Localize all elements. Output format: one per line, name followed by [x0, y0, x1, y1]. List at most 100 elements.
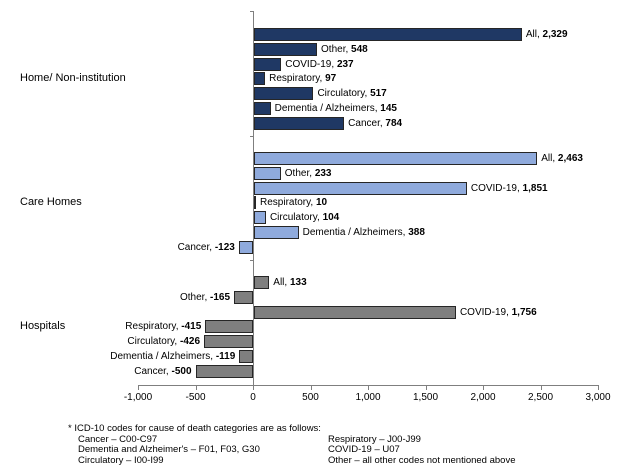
bar-category-name: Cancer [178, 242, 215, 253]
axis-tick-1-500 [425, 385, 427, 390]
bar-hospitals-covid-19 [254, 305, 456, 319]
bar-category-name: COVID-19 [471, 183, 523, 194]
axis-tick-label-1-000: 1,000 [355, 392, 381, 403]
bar-label-home-non-institution-circulatory: Circulatory517 [317, 87, 386, 100]
bar-category-name: Respiratory [269, 73, 325, 84]
bar-label-care-homes-respiratory: Respiratory10 [260, 196, 327, 209]
bar-category-name: All [526, 29, 543, 40]
bar-label-hospitals-other: Other-165 [180, 291, 230, 304]
category-boundary-tick [250, 11, 254, 12]
bar-home-non-institution-circulatory [254, 87, 314, 101]
bar-care-homes-covid-19 [254, 181, 467, 195]
bar-label-home-non-institution-dementia-alzheimers: Dementia / Alzheimers145 [275, 102, 397, 115]
bar-category-name: Circulatory [270, 212, 323, 223]
bar-label-hospitals-all: All133 [273, 276, 306, 289]
axis-tick-label-3-000: 3,000 [585, 392, 611, 403]
group-label-care-homes: Care Homes [20, 196, 82, 209]
bar-care-homes-cancer [238, 240, 253, 254]
bar-category-name: Respiratory [260, 197, 316, 208]
bar-value: 388 [408, 227, 425, 238]
bar-value: 1,851 [522, 182, 548, 194]
axis-tick-0 [253, 385, 254, 390]
bar-value: 104 [322, 212, 340, 224]
footnote-line: Circulatory – I00-I99 [78, 454, 164, 466]
axis-tick-label-1-000: -1,000 [123, 392, 153, 403]
bar-home-non-institution-other [254, 42, 318, 56]
bar-care-homes-other [254, 166, 281, 180]
group-label-hospitals: Hospitals [20, 320, 66, 333]
bar-value: 784 [385, 117, 403, 129]
bar-label-care-homes-other: Other233 [285, 167, 332, 180]
bar-value: 2,463 [557, 153, 583, 164]
bar-value: -426 [179, 336, 200, 348]
bar-care-homes-respiratory [254, 196, 256, 210]
axis-tick-label-1-500: 1,500 [412, 392, 439, 403]
axis-tick-label-0: 0 [250, 392, 256, 403]
bar-category-name: Circulatory [317, 88, 370, 99]
category-boundary-tick [250, 135, 254, 137]
bar-home-non-institution-respiratory [254, 72, 266, 86]
footnote-line: Other – all other codes not mentioned ab… [328, 454, 516, 466]
bar-label-care-homes-cancer: Cancer-123 [178, 241, 235, 254]
bar-label-care-homes-all: All2,463 [541, 152, 583, 165]
bar-home-non-institution-dementia-alzheimers [254, 102, 271, 115]
axis-tick-1-000 [138, 385, 139, 390]
bar-category-name: Dementia / Alzheimers [110, 351, 216, 362]
bar-label-home-non-institution-all: All2,329 [526, 28, 568, 41]
bar-hospitals-other [234, 290, 253, 304]
bar-label-hospitals-dementia-alzheimers: Dementia / Alzheimers-119 [110, 350, 235, 363]
bar-home-non-institution-covid-19 [254, 57, 282, 71]
axis-tick-500 [310, 385, 312, 390]
bar-value: -165 [210, 291, 231, 303]
footnote-line: Respiratory – J00-J99 [328, 433, 421, 445]
bar-category-name: Other [321, 44, 351, 55]
bar-value: 2,329 [542, 29, 568, 40]
group-label-home-non-institution: Home/ Non-institution [20, 72, 126, 85]
bar-value: -123 [214, 241, 235, 253]
axis-tick-3-000 [598, 385, 599, 390]
bar-value: 10 [315, 197, 328, 209]
bar-label-care-homes-dementia-alzheimers: Dementia / Alzheimers388 [303, 226, 425, 239]
bar-hospitals-dementia-alzheimers [239, 350, 253, 363]
footnote-left-column: Cancer – C00-C97 Dementia and Alzheimer's… [78, 433, 328, 467]
axis-tick-label-500: -500 [185, 392, 206, 403]
bar-category-name: Circulatory [127, 336, 180, 347]
axis-tick-1-000 [368, 385, 369, 390]
footnote-line: Dementia and Alzheimer's – F01, F03, G30 [78, 444, 260, 455]
bar-value: 145 [380, 103, 397, 114]
bar-value: 133 [289, 277, 307, 288]
category-boundary-tick [250, 260, 254, 262]
bar-label-home-non-institution-covid-19: COVID-19237 [285, 58, 353, 71]
bar-home-non-institution-cancer [254, 116, 345, 130]
footnote-right-column: Respiratory – J00-J99 COVID-19 – U07 Other… [328, 433, 516, 467]
bar-value: 237 [336, 58, 354, 70]
bar-care-homes-all [254, 152, 538, 165]
axis-tick-2-500 [540, 385, 542, 390]
bar-value: 548 [351, 43, 368, 55]
bar-category-name: Cancer [134, 366, 171, 377]
bar-label-hospitals-respiratory: Respiratory-415 [125, 320, 201, 333]
bar-value: 233 [314, 167, 332, 179]
footnote-line: COVID-19 – U07 [328, 444, 400, 455]
bar-category-name: All [541, 153, 558, 164]
bar-value: -119 [215, 351, 236, 362]
bar-category-name: COVID-19 [285, 59, 337, 70]
axis-tick-label-2-000: 2,000 [470, 392, 496, 403]
bar-value: -415 [181, 321, 202, 333]
bar-category-name: Other [180, 292, 210, 303]
footnote: * ICD-10 codes for cause of death catego… [68, 423, 516, 467]
bar-category-name: Cancer [348, 118, 385, 129]
axis-tick-2-000 [483, 385, 484, 390]
bar-care-homes-circulatory [254, 211, 266, 225]
bar-value: -500 [171, 365, 192, 377]
bar-hospitals-circulatory [204, 335, 253, 349]
bar-label-home-non-institution-respiratory: Respiratory97 [269, 72, 336, 85]
bar-hospitals-all [254, 276, 270, 289]
bar-label-care-homes-covid-19: COVID-191,851 [471, 182, 548, 195]
category-axis-line [253, 11, 254, 385]
axis-tick-500 [195, 385, 197, 390]
bar-value: 1,756 [511, 306, 537, 318]
footnote-line: Cancer – C00-C97 [78, 433, 158, 445]
bar-category-name: Other [285, 168, 315, 179]
